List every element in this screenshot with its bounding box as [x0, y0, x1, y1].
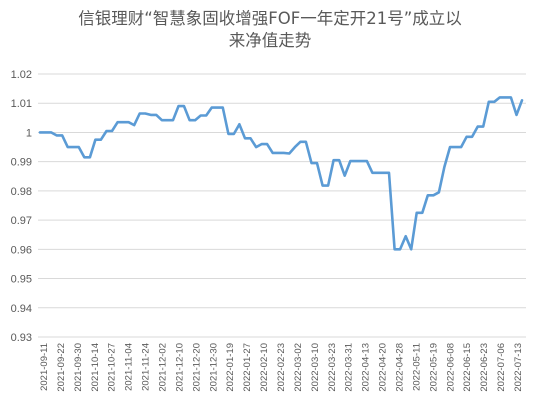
- x-tick-label: 2022-01-27: [242, 343, 253, 392]
- x-tick-label: 2021-10-27: [107, 343, 118, 392]
- y-tick-label: 1: [26, 127, 32, 139]
- x-tick-label: 2021-10-14: [90, 343, 101, 392]
- chart-title-line1: 信银理财“智慧象固收增强FOF一年定开21号”成立以: [78, 9, 462, 28]
- gridlines: [38, 73, 526, 338]
- x-tick-label: 2022-05-19: [428, 343, 439, 392]
- chart-title: 信银理财“智慧象固收增强FOF一年定开21号”成立以 来净值走势: [0, 8, 540, 52]
- x-tick-label: 2022-01-19: [225, 343, 236, 392]
- y-tick-label: 0.96: [11, 244, 32, 256]
- x-tick-label: 2021-12-10: [174, 343, 185, 392]
- x-tick-label: 2021-12-02: [158, 343, 169, 392]
- y-tick-label: 0.95: [11, 274, 32, 286]
- x-tick-label: 2022-03-31: [344, 343, 355, 392]
- x-tick-label: 2021-11-24: [141, 343, 152, 391]
- y-axis-ticks: 0.93 0.94 0.95 0.96 0.97 0.98 0.99 1 1.01 1.02: [11, 69, 32, 344]
- x-tick-label: 2022-04-20: [378, 343, 389, 392]
- x-tick-label: 2022-02-10: [259, 343, 270, 392]
- x-tick-label: 2022-04-28: [395, 343, 406, 392]
- y-tick-label: 0.94: [11, 303, 32, 315]
- y-tick-label: 0.99: [11, 157, 32, 169]
- y-tick-label: 1.02: [11, 69, 32, 81]
- x-tick-label: 2021-09-30: [73, 343, 84, 392]
- x-tick-label: 2021-12-20: [191, 343, 202, 392]
- x-tick-label: 2021-12-30: [208, 343, 219, 392]
- nav-series: [38, 96, 524, 251]
- chart-title-line2: 来净值走势: [228, 31, 312, 50]
- x-tick-label: 2022-06-08: [445, 343, 456, 392]
- x-tick-label: 2022-03-02: [293, 343, 304, 392]
- x-tick-label: 2022-06-15: [462, 343, 473, 392]
- x-tick-label: 2021-09-11: [39, 343, 50, 391]
- x-tick-label: 2022-07-06: [496, 343, 507, 392]
- y-tick-label: 0.93: [11, 332, 32, 344]
- x-tick-label: 2022-06-23: [479, 343, 490, 392]
- x-axis-ticks: 2021-09-11 2021-09-22 2021-09-30 2021-10-14…: [39, 343, 524, 392]
- x-tick-label: 2022-07-13: [513, 343, 524, 392]
- y-tick-label: 0.97: [11, 215, 32, 227]
- x-tick-label: 2022-03-10: [310, 343, 321, 392]
- x-tick-label: 2022-05-11: [411, 343, 422, 391]
- x-tick-label: 2022-02-23: [276, 343, 287, 392]
- x-tick-label: 2021-11-04: [124, 343, 135, 391]
- series-line: [38, 96, 524, 251]
- x-tick-label: 2022-03-23: [327, 343, 338, 392]
- y-tick-label: 1.01: [11, 98, 32, 110]
- x-tick-label: 2022-04-13: [361, 343, 372, 392]
- x-tick-label: 2021-09-22: [56, 343, 67, 392]
- y-tick-label: 0.98: [11, 186, 32, 198]
